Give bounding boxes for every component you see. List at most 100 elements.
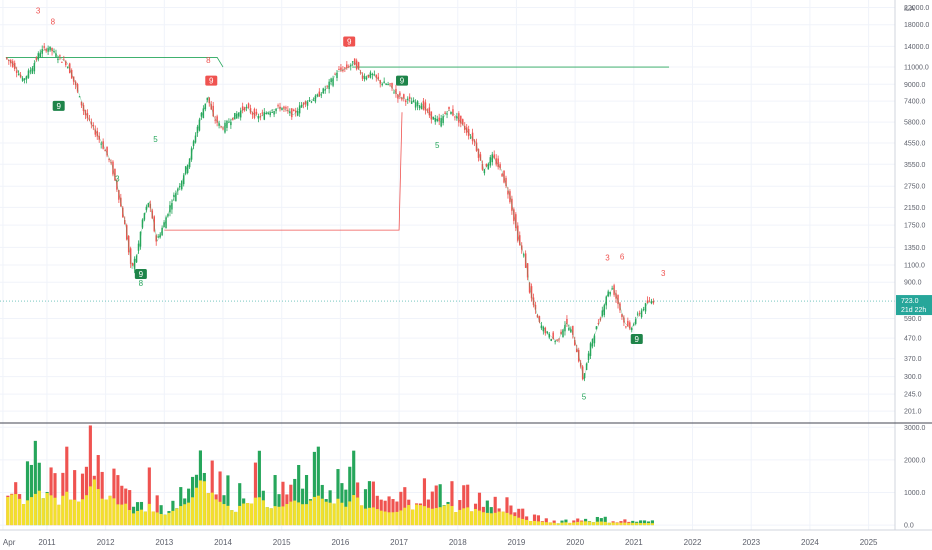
candle-body — [538, 316, 541, 323]
candle-body — [507, 190, 509, 195]
volume-bar — [438, 484, 442, 526]
sequence-count-label: 6 — [620, 253, 625, 262]
time-tick-label: 2017 — [390, 538, 408, 547]
volume-average-bar — [289, 501, 293, 526]
volume-bar — [128, 490, 132, 526]
candle-body — [129, 248, 132, 264]
candle-body — [497, 158, 499, 168]
candle-body — [636, 313, 639, 315]
candle-body — [424, 102, 427, 111]
candle-body — [522, 254, 525, 256]
candle-body — [493, 154, 495, 159]
volume-average-bar — [120, 504, 124, 526]
candle-body — [236, 113, 238, 119]
volume-bar — [25, 461, 30, 526]
time-axis[interactable]: Apr 2011 2012 2013 2014 2015 2016 2017 2018 2019 2… — [3, 538, 878, 547]
volume-bar — [434, 485, 438, 526]
volume-bar — [363, 489, 368, 526]
volume-average-bar — [505, 512, 509, 526]
volume-average-bar — [383, 511, 387, 526]
candle-body — [61, 61, 63, 63]
volume-average-bar — [230, 510, 234, 526]
price-tick-label: 590.0 — [904, 316, 922, 323]
volume-bar — [100, 471, 104, 526]
candle-body — [385, 84, 387, 86]
candle-body — [473, 140, 476, 143]
buy-setup-marker — [52, 100, 65, 111]
volume-bar — [576, 518, 580, 526]
candle-body — [212, 105, 214, 117]
candle-body — [86, 113, 89, 119]
sequence-count-label: 5 — [435, 141, 440, 150]
candle-body — [625, 326, 627, 328]
buy-setup-marker — [630, 333, 643, 344]
candle-body — [171, 202, 173, 210]
candle-body — [293, 109, 295, 112]
candle-body — [597, 323, 600, 325]
candle-body — [540, 325, 543, 329]
volume-bar — [623, 519, 627, 526]
sequence-count-label: 5 — [582, 393, 587, 402]
candle-body — [463, 125, 466, 130]
candle-body — [41, 49, 43, 54]
candle-body — [377, 76, 380, 80]
candle-body — [304, 101, 307, 105]
candle-body — [182, 175, 185, 185]
current-price-label: 723.0 — [901, 298, 919, 305]
candle-body — [216, 116, 218, 123]
setup-marker-label: 9 — [139, 270, 144, 279]
candle-body — [247, 103, 250, 108]
sequence-count-label: 6 — [344, 40, 349, 49]
volume-average-bar — [572, 522, 576, 526]
candle-body — [57, 58, 59, 61]
candle-body — [528, 282, 531, 293]
candle-body — [572, 325, 574, 335]
candle-body — [363, 76, 366, 80]
volume-average-bar — [159, 514, 163, 526]
volume-average-bar — [179, 506, 183, 526]
volume-average-bar — [623, 522, 627, 526]
volume-average-bar — [253, 497, 258, 526]
candle-body — [92, 124, 95, 127]
volume-axis[interactable]: 3000.0 2000.0 1000.0 0.0 — [904, 425, 926, 530]
volume-bar — [336, 469, 340, 526]
candle-body — [418, 105, 421, 109]
candle-body — [640, 310, 643, 318]
volume-average-bar — [273, 506, 277, 526]
volume-average-bar — [155, 512, 159, 526]
volume-average-bar — [473, 509, 478, 526]
candle-body — [428, 107, 431, 116]
volume-bar — [348, 466, 352, 526]
volume-average-bar — [104, 499, 108, 526]
volume-bar — [493, 496, 497, 526]
sequence-count-label: 3 — [36, 7, 41, 16]
volume-average-bar — [37, 490, 41, 526]
volume-bar — [304, 474, 309, 526]
candle-body — [430, 111, 433, 120]
candle-body — [381, 83, 383, 86]
volume-average-bar — [528, 521, 533, 526]
volume-average-bar — [422, 506, 427, 526]
candle-body — [576, 348, 578, 353]
resistance-lines — [5, 57, 670, 231]
volume-average-bar — [246, 503, 250, 526]
volume-average-bar — [222, 504, 226, 526]
candle-body — [406, 98, 409, 100]
candle-body — [269, 112, 271, 116]
candle-body — [192, 141, 195, 147]
time-tick-label: 2020 — [566, 538, 584, 547]
candle-body — [163, 222, 165, 228]
price-axis[interactable]: 22000.0 18000.0 14000.0 11000.0 9000.0 7400.0… — [904, 5, 929, 416]
candle-body — [273, 111, 275, 115]
candle-body — [570, 329, 572, 333]
volume-average-bar — [171, 510, 175, 526]
candle-countdown: 21d 22h — [901, 307, 926, 314]
candle-body — [336, 72, 338, 79]
price-tick-label: 2750.0 — [904, 184, 926, 191]
candle-body — [481, 164, 484, 170]
candle-body — [204, 103, 207, 110]
setup-marker-label: 9 — [347, 38, 352, 47]
volume-average-bar — [132, 513, 136, 526]
